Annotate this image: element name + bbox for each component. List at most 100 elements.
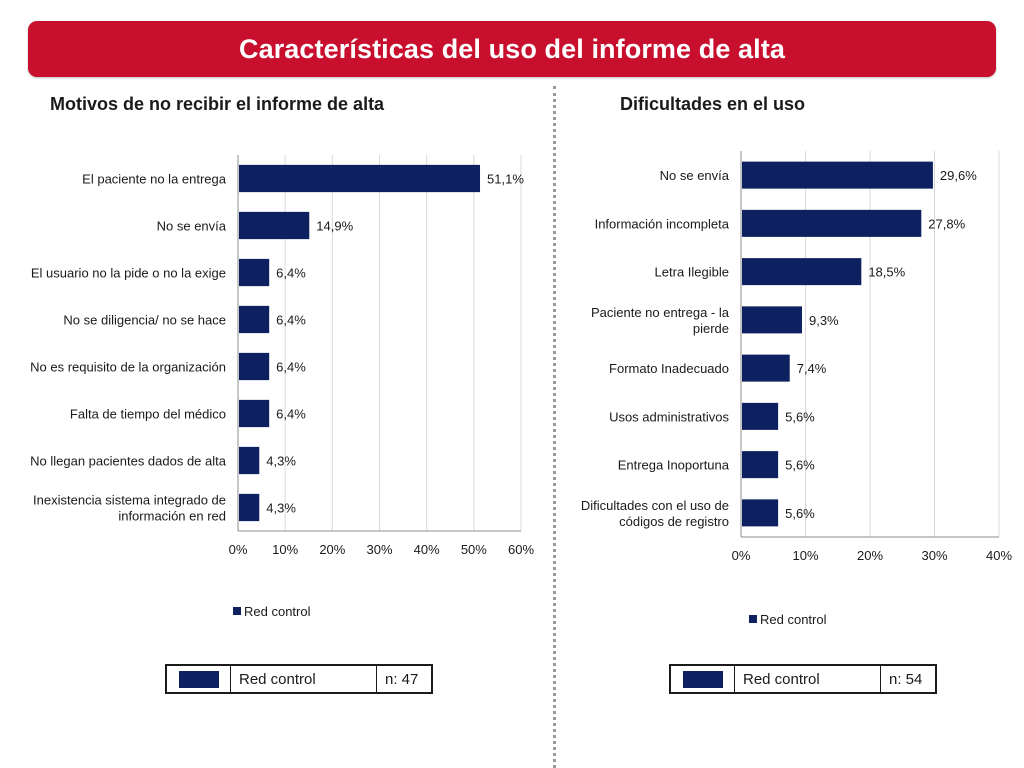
category-label-line: Formato Inadecuado [609,361,729,376]
bar [239,493,260,522]
data-label: 29,6% [940,168,977,183]
motivos-bar-chart: 0% 10% 20% 30% 40% 50% 60% 51,1% El paciente no … [30,155,534,619]
bar [239,211,310,240]
bar [742,451,779,479]
data-label: 4,3% [266,454,296,469]
bar [742,306,802,334]
category-label-line: Inexistencia sistema integrado de [33,493,226,508]
data-label: 18,5% [868,265,905,280]
category-label: Entrega Inoportuna [618,458,730,473]
category-label: Paciente no entrega - la pierde [591,305,730,336]
bar [239,399,270,428]
legend-label: Red control [244,604,311,619]
category-label-line: Información incompleta [595,216,730,231]
data-label: 14,9% [316,219,353,234]
category-label: El paciente no la entrega [82,172,227,187]
bar [742,354,790,382]
category-label: Letra Ilegible [655,265,729,280]
dificultades-bar-chart: 0% 10% 20% 30% 40% 29,6% No se envía 27,8% Infor… [581,151,1012,627]
data-label: 5,6% [785,506,815,521]
x-tick-label: 60% [508,542,534,557]
data-label: 4,3% [266,501,296,516]
x-tick-label: 40% [986,548,1012,563]
series-color-swatch [682,670,723,688]
x-tick-label: 0% [229,542,248,557]
x-tick-label: 0% [732,548,751,563]
right-chart-title: Dificultades en el uso [620,94,806,114]
bar [742,209,922,237]
right-sample-table: Red control n: 54 [669,664,937,694]
x-tick-label: 20% [857,548,883,563]
category-label-line: No llegan pacientes dados de alta [30,454,227,469]
category-label-line: Letra Ilegible [655,265,729,280]
bar [239,352,270,381]
category-label-line: No se diligencia/ no se hace [63,313,226,328]
category-label: Inexistencia sistema integrado de informa… [33,493,226,524]
table-n-value: n: 47 [385,670,419,688]
left-chart-title: Motivos de no recibir el informe de alta [50,94,385,114]
category-label: No se diligencia/ no se hace [63,313,226,328]
category-label: No llegan pacientes dados de alta [30,454,227,469]
data-label: 6,4% [276,313,306,328]
x-tick-label: 30% [921,548,947,563]
table-swatch-cell [671,666,735,692]
table-series-label: Red control [231,666,377,692]
title-banner: Características del uso del informe de a… [28,21,996,77]
category-label: Formato Inadecuado [609,361,729,376]
category-label-line: No es requisito de la organización [30,360,226,375]
category-label-line: información en red [118,509,226,524]
data-label: 6,4% [276,407,306,422]
x-tick-label: 10% [792,548,818,563]
page-title: Características del uso del informe de a… [238,33,785,64]
legend-swatch [749,615,757,623]
bar [742,402,779,430]
data-label: 6,4% [276,360,306,375]
category-label: No se envía [660,168,730,183]
left-sample-table: Red control n: 47 [165,664,433,694]
data-label: 7,4% [797,361,827,376]
category-label-line: El paciente no la entrega [82,172,227,187]
category-label: Dificultades con el uso de códigos de reg… [581,498,729,529]
data-label: 27,8% [928,216,965,231]
legend-label: Red control [760,612,827,627]
data-label: 6,4% [276,266,306,281]
x-tick-label: 10% [272,542,298,557]
category-label: Información incompleta [595,216,730,231]
bar [239,258,270,287]
category-label-line: No se envía [157,219,227,234]
category-label: Usos administrativos [609,409,729,424]
category-label-line: pierde [693,321,729,336]
panel-divider [553,86,556,768]
table-n-value: n: 54 [889,670,923,688]
table-swatch-cell [167,666,231,692]
data-label: 5,6% [785,458,815,473]
bar [239,164,481,193]
category-label-line: El usuario no la pide o no la exige [31,266,226,281]
category-label-line: Dificultades con el uso de [581,498,729,513]
data-label: 51,1% [487,172,524,187]
data-label: 5,6% [785,409,815,424]
series-color-swatch [178,670,219,688]
bar [742,161,933,189]
category-label-line: No se envía [660,168,730,183]
category-label: No se envía [157,219,227,234]
data-label: 9,3% [809,313,839,328]
bar [742,499,779,527]
x-tick-label: 30% [366,542,392,557]
category-label-line: Entrega Inoportuna [618,458,730,473]
bar [239,305,270,334]
table-series-label: Red control [735,666,881,692]
x-tick-label: 20% [319,542,345,557]
x-tick-label: 40% [414,542,440,557]
bar [742,258,862,286]
category-label: Falta de tiempo del médico [70,407,226,422]
category-label-line: Usos administrativos [609,409,729,424]
bar [239,446,260,475]
category-label-line: códigos de registro [619,514,729,529]
legend-swatch [233,607,241,615]
x-tick-label: 50% [461,542,487,557]
category-label: No es requisito de la organización [30,360,226,375]
category-label-line: Paciente no entrega - la [591,305,730,320]
category-label: El usuario no la pide o no la exige [31,266,226,281]
category-label-line: Falta de tiempo del médico [70,407,226,422]
